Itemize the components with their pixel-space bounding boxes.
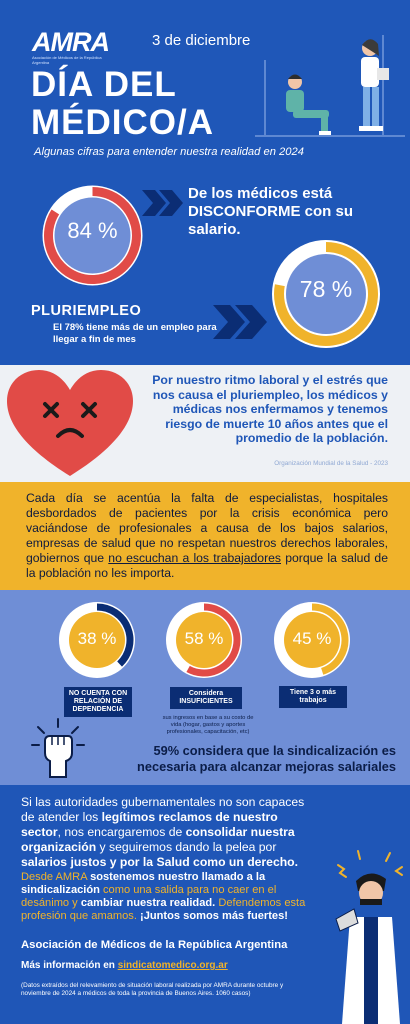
- closing-text-bold: cambiar nuestra realidad.: [80, 897, 216, 909]
- header-section: AMRA Asociación de Médicos de la Repúbli…: [0, 0, 410, 365]
- association-name: Asociación de Médicos de la República Ar…: [21, 939, 288, 951]
- title-line-1: DÍA DEL: [31, 65, 177, 104]
- doctors-illustration: [255, 35, 405, 137]
- more-info: Más información en sindicatomedico.org.a…: [21, 960, 228, 971]
- closing-text-bold: ¡Juntos somos más fuertes!: [140, 910, 288, 922]
- stat-note-58: sus ingresos en base a su costo de vida …: [162, 715, 254, 735]
- pluri-heading: PLURIEMPLEO: [31, 303, 142, 319]
- closing-text: , nos encargaremos de: [57, 825, 186, 839]
- stat-label-38: NO CUENTA CON RELACIÓN DE DEPENDENCIA: [64, 687, 132, 717]
- page-subtitle: Algunas cifras para entender nuestra rea…: [34, 146, 304, 158]
- salary-ring: [42, 185, 143, 286]
- stat-circle-38: 38 %: [58, 601, 136, 679]
- stat-value-45: 45 %: [292, 629, 332, 648]
- stat-label-45: Tiene 3 o más trabajos: [279, 686, 347, 708]
- stat-ring-38: [59, 602, 135, 678]
- stat-ring-45: [274, 602, 350, 678]
- closing-text-bold: sostenemos nuestro llamado a la sindical…: [21, 871, 266, 896]
- salary-text: De los médicos está DISCONFORME con su s…: [188, 185, 354, 238]
- arrows-icon: [213, 305, 269, 339]
- stats-section: 38 % NO CUENTA CON RELACIÓN DE DEPENDENC…: [0, 590, 410, 785]
- date-label: 3 de diciembre: [152, 32, 251, 49]
- closing-section: Si las autoridades gubernamentales no so…: [0, 785, 410, 1024]
- stat-value-58: 58 %: [184, 629, 224, 648]
- sad-heart-icon: [7, 370, 133, 476]
- stat-circle-58: 58 %: [165, 601, 243, 679]
- health-text: Por nuestro ritmo laboral y el estrés qu…: [152, 373, 388, 445]
- salary-ring-arc: [44, 187, 141, 284]
- arrows-icon: [142, 190, 184, 216]
- closing-paragraph-2: Desde AMRA sostenemos nuestro llamado a …: [21, 871, 321, 923]
- logo-tagline: Asociación de Médicos de la República Ar…: [32, 55, 102, 65]
- stat-ring-58: [166, 602, 242, 678]
- context-paragraph: Cada día se acentúa la falta de especial…: [26, 491, 388, 581]
- pluri-value: 78 %: [299, 276, 353, 302]
- context-text-underlined: no escuchan a los trabajadores: [108, 551, 281, 565]
- closing-text-bold: legítimos reclamos de nuestro sector: [21, 810, 278, 839]
- salary-value: 84 %: [67, 218, 118, 243]
- pluri-text: El 78% tiene más de un empleo para llega…: [53, 322, 217, 345]
- closing-text: y seguiremos dando la pelea por: [96, 840, 277, 854]
- raised-fist-icon: [31, 718, 85, 778]
- page-title: DÍA DEL MÉDICO/A: [31, 66, 214, 142]
- closing-text-bold: consolidar nuestra organización: [21, 825, 295, 854]
- pluri-stat-circle: 78 %: [270, 238, 382, 350]
- closing-text: Si las autoridades gubernamentales no so…: [21, 795, 305, 824]
- amra-logo: AMRA: [32, 27, 110, 57]
- health-section: Por nuestro ritmo laboral y el estrés qu…: [0, 365, 410, 482]
- health-source: Organización Mundial de la Salud - 2023: [274, 460, 388, 467]
- doctor-megaphone-illustration: [335, 850, 403, 1024]
- pluri-ring: [272, 240, 380, 348]
- closing-text: como una salida para no caer en el desán…: [21, 884, 277, 909]
- closing-text: Defendemos esta profesión que amamos.: [21, 897, 306, 922]
- salary-stat-circle: 84 %: [40, 183, 145, 288]
- stat-label-58: Considera INSUFICIENTES: [170, 687, 242, 709]
- stat-ring-arc-58: [186, 603, 241, 677]
- website-link[interactable]: sindicatomedico.org.ar: [117, 960, 228, 971]
- context-section: Cada día se acentúa la falta de especial…: [0, 482, 410, 590]
- pluri-ring-arc: [274, 242, 378, 346]
- data-source-note: (Datos extraídos del relevamiento de sit…: [21, 982, 284, 997]
- closing-text: Desde AMRA: [21, 871, 91, 883]
- stat-ring-arc-45: [311, 603, 349, 675]
- union-stat-text: 59% considera que la sindicalización es …: [137, 743, 396, 774]
- stat-ring-arc-38: [96, 603, 134, 667]
- stat-circle-45: 45 %: [273, 601, 351, 679]
- closing-paragraph-1: Si las autoridades gubernamentales no so…: [21, 795, 311, 870]
- stat-value-38: 38 %: [77, 629, 117, 648]
- title-line-2: MÉDICO/A: [31, 103, 214, 142]
- more-info-label: Más información en: [21, 960, 118, 971]
- context-text-a: Cada día se acentúa la falta de especial…: [26, 491, 388, 565]
- context-text-b: porque la salud de la población no les i…: [26, 551, 388, 580]
- closing-text-bold: salarios justos y por la Salud como un d…: [21, 855, 298, 869]
